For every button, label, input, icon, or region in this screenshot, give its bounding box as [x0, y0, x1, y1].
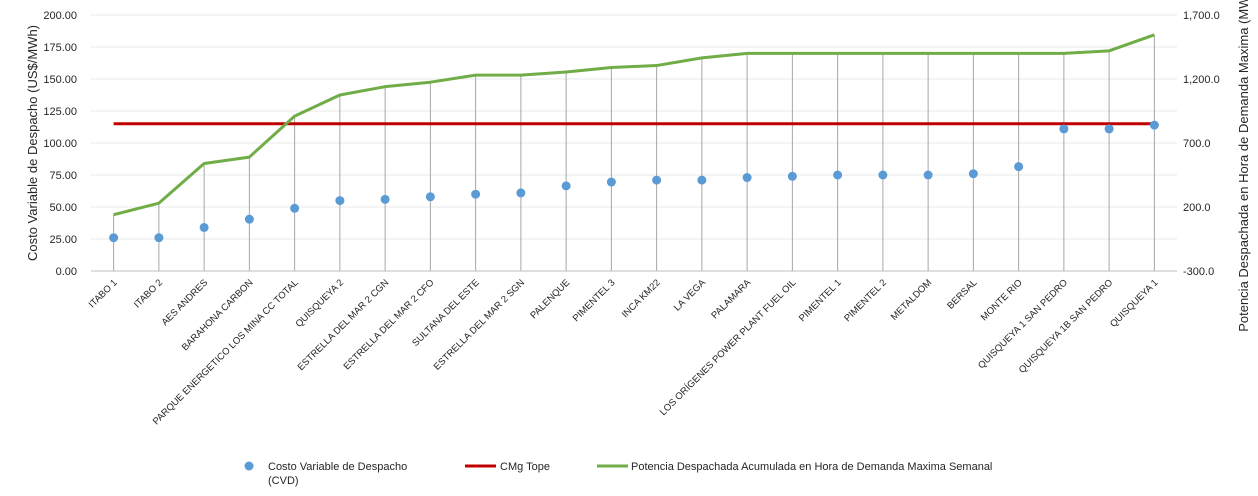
axes: 0.00 25.00 50.00 75.00 100.00 125.00 150.00 175… — [43, 10, 1219, 427]
y-left-tick-label: 75.00 — [49, 170, 77, 182]
x-tick-label: AES ANDRES — [160, 277, 211, 328]
cvd-point — [697, 175, 707, 185]
x-tick-label: QUISQUEYA 1 — [1108, 277, 1160, 329]
cvd-point — [199, 222, 209, 232]
y-left-tick-label: 50.00 — [49, 202, 77, 214]
y-right-tick-label: 1,700.0 — [1183, 10, 1220, 22]
legend-label-cvd: Costo Variable de Despacho (CVD) — [268, 461, 407, 487]
cvd-point — [652, 175, 662, 185]
potencia-line — [113, 33, 1155, 217]
cvd-point — [471, 189, 481, 199]
cvd-point — [878, 170, 888, 180]
y-left-tick-label: 150.00 — [43, 74, 77, 86]
y-right-tick-label: 200.0 — [1183, 202, 1211, 214]
x-tick-label: PALENQUE — [528, 277, 572, 321]
x-tick-label: INCA KM22 — [620, 277, 663, 320]
legend-label-potencia: Potencia Despachada Acumulada en Hora de… — [631, 461, 992, 473]
y-left-tick-label: 0.00 — [56, 266, 77, 278]
x-tick-label: ESTRELLA DEL MAR 2 CFO — [342, 277, 437, 372]
y-left-tick-label: 100.00 — [43, 138, 77, 150]
x-tick-label: MONTE RIO — [979, 277, 1025, 323]
x-tick-label: PALAMARA — [709, 277, 753, 321]
cvd-point — [290, 203, 300, 213]
cvd-point — [109, 233, 119, 243]
x-tick-label: PIMENTEL 3 — [571, 277, 618, 324]
cvd-point — [787, 171, 797, 181]
y-axis-left-label: Costo Variable de Despacho (US$/MWh) — [25, 25, 40, 261]
drop-lines — [113, 34, 1155, 271]
y-right-tick-label: 1,200.0 — [1183, 74, 1220, 86]
y-left-tick-label: 175.00 — [43, 42, 77, 54]
grid-lines — [91, 14, 1177, 272]
y-left-tick-label: 125.00 — [43, 106, 77, 118]
cvd-point — [606, 177, 616, 187]
cvd-point — [380, 194, 390, 204]
cvd-point — [335, 196, 345, 206]
x-tick-label: QUISQUEYA 1 SAN PEDRO — [976, 277, 1070, 371]
cvd-point — [742, 173, 752, 183]
x-tick-label: METALDOM — [889, 277, 934, 322]
cvd-point — [833, 170, 843, 180]
x-tick-label: ITABO 1 — [87, 277, 120, 310]
cvd-point — [1104, 124, 1114, 134]
x-tick-label: LA VEGA — [672, 277, 709, 314]
cvd-point — [561, 181, 571, 191]
x-tick-label: BERSAL — [945, 277, 979, 311]
cvd-point — [1014, 162, 1024, 172]
y-right-tick-label: 700.0 — [1183, 138, 1211, 150]
y-left-tick-label: 200.00 — [43, 10, 77, 22]
cvd-point — [244, 214, 254, 224]
cvd-point — [923, 170, 933, 180]
x-tick-label: ESTRELLA DEL MAR 2 SGN — [432, 277, 527, 372]
cvd-point — [1059, 124, 1069, 134]
x-tick-label: PIMENTEL 2 — [842, 277, 889, 324]
cvd-point — [154, 233, 164, 243]
x-tick-label: PIMENTEL 1 — [797, 277, 844, 324]
legend-marker-cvd — [244, 461, 254, 471]
y-axis-right-label: Potencia Despachada en Hora de Demanda M… — [1236, 0, 1251, 332]
series-layer — [109, 33, 1159, 243]
cvd-point — [425, 192, 435, 202]
y-left-tick-label: 25.00 — [49, 234, 77, 246]
cvd-point — [1149, 120, 1159, 130]
legend-label-cmg: CMg Tope — [500, 461, 550, 473]
cvd-point — [516, 188, 526, 198]
cvd-point — [968, 169, 978, 179]
x-tick-label: QUISQUEYA 1B SAN PEDRO — [1017, 277, 1115, 375]
x-tick-label: ITABO 2 — [132, 277, 165, 310]
x-tick-label: ESTRELLA DEL MAR 2 CGN — [296, 277, 392, 373]
y-right-tick-label: -300.0 — [1183, 266, 1214, 278]
legend: Costo Variable de Despacho (CVD) CMg Tope P… — [244, 461, 992, 487]
